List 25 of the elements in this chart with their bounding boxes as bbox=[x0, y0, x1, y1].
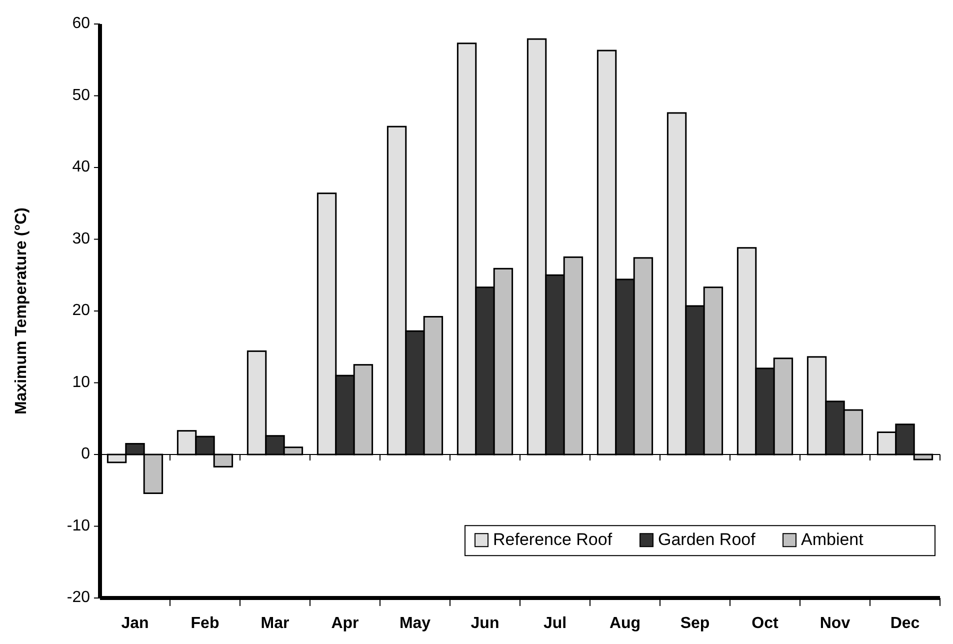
x-tick-label: Sep bbox=[680, 615, 710, 632]
y-tick-label: 40 bbox=[72, 158, 90, 176]
y-tick-label: 60 bbox=[72, 15, 90, 32]
x-tick-label: Feb bbox=[190, 615, 220, 632]
y-axis-title: Maximum Temperature (°C) bbox=[13, 207, 30, 415]
legend-label: Garden Roof bbox=[658, 530, 756, 550]
y-tick-label: 0 bbox=[81, 446, 90, 463]
y-tick-label: 20 bbox=[72, 302, 90, 320]
legend-label: Reference Roof bbox=[493, 530, 612, 550]
x-tick-label: Aug bbox=[609, 615, 641, 632]
x-tick-label: Nov bbox=[820, 615, 850, 632]
x-tick-label: Mar bbox=[260, 615, 290, 632]
y-tick-label: 30 bbox=[72, 230, 90, 248]
x-tick-label: Jan bbox=[121, 615, 149, 632]
x-tick-label: Jul bbox=[543, 615, 567, 632]
y-tick-label: 50 bbox=[72, 86, 90, 104]
x-tick-label: May bbox=[399, 615, 431, 632]
legend-label: Ambient bbox=[801, 530, 864, 550]
y-tick-label: -10 bbox=[66, 517, 90, 534]
x-tick-label: Apr bbox=[331, 615, 359, 632]
x-tick-label: Jun bbox=[470, 615, 500, 632]
x-tick-label: Dec bbox=[890, 615, 920, 632]
x-tick-label: Oct bbox=[752, 615, 780, 632]
y-tick-label: 10 bbox=[72, 374, 90, 391]
y-tick-label: -20 bbox=[66, 589, 90, 606]
